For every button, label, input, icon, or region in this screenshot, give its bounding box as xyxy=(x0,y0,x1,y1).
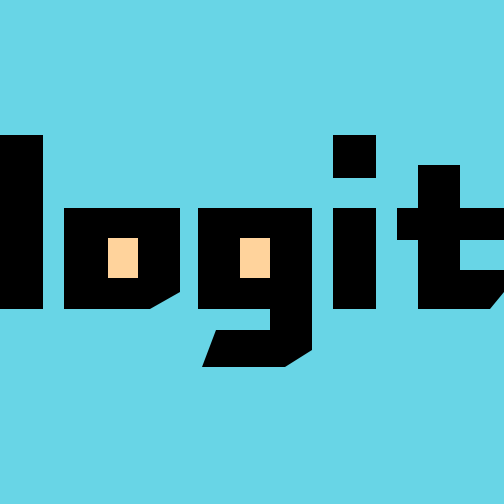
logo-letter-g xyxy=(198,208,312,367)
logo-letter-l xyxy=(0,135,43,309)
logo-letter-i-dot xyxy=(333,135,376,178)
logo-counter-o xyxy=(108,238,138,278)
logo-letter-i-stem xyxy=(333,208,376,309)
logo-counter-g xyxy=(240,238,270,278)
logo-letter-t xyxy=(397,165,504,309)
